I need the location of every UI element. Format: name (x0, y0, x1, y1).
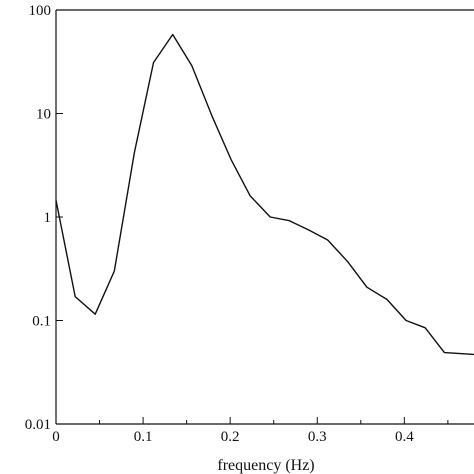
x-tick-label: 0 (52, 429, 60, 445)
ticks (55, 9, 449, 425)
tick-labels: 0 0.1 0.2 0.3 0.4 0.01 0.1 1 10 100 (25, 3, 414, 445)
series-line (55, 33, 474, 356)
x-axis-title: frequency (Hz) (217, 457, 314, 474)
x-tick-label: 0.2 (221, 429, 240, 445)
y-tick-label: 100 (29, 3, 52, 19)
y-tick-label: 0.01 (25, 417, 51, 433)
series (55, 33, 474, 356)
x-tick-label: 0.4 (395, 429, 414, 445)
y-tick-label: 10 (36, 107, 51, 123)
axes (55, 9, 474, 425)
x-tick-label: 0.3 (308, 429, 327, 445)
y-tick-label: 0.1 (32, 314, 51, 330)
x-tick-label: 0.1 (134, 429, 153, 445)
y-tick-label: 1 (44, 210, 52, 226)
